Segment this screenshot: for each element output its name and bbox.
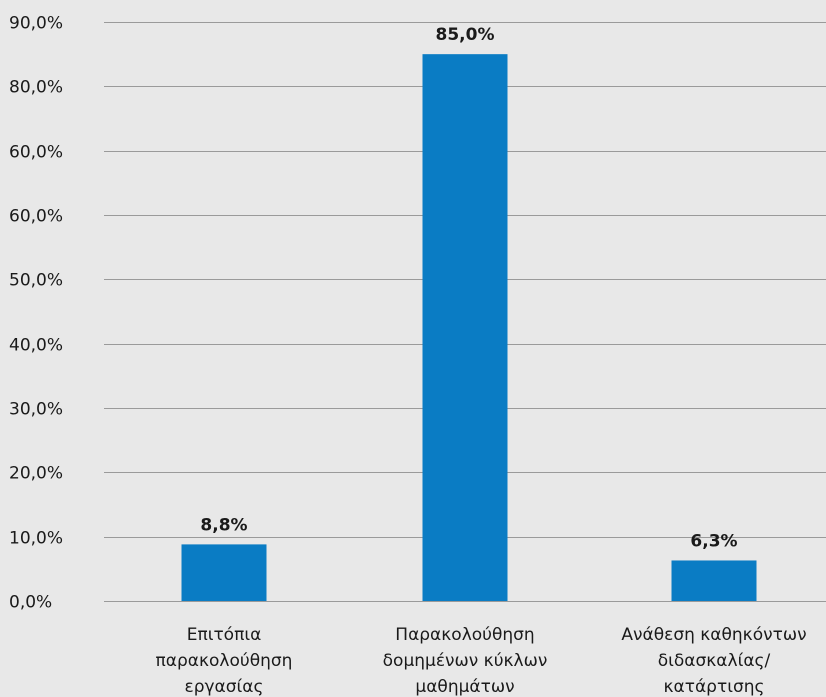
category-label: Επιτόπια <box>187 625 262 645</box>
y-tick-label: 0,0% <box>9 593 52 613</box>
y-tick-label: 90,0% <box>9 14 63 34</box>
y-axis-tick-labels: 0,0% 10,0% 20,0% 30,0% 40,0% 50,0% 60,0% 60,0% 8… <box>9 14 63 613</box>
category-label: εργασίας <box>185 677 264 697</box>
bar <box>671 560 757 601</box>
bar <box>422 54 508 601</box>
data-labels: 8,8% 85,0% 6,3% <box>200 25 737 551</box>
category-label: κατάρτισης <box>664 677 765 697</box>
y-tick-label: 20,0% <box>9 464 63 484</box>
y-tick-label: 80,0% <box>9 78 63 98</box>
category-label: δομημένων κύκλων <box>383 651 548 671</box>
y-tick-label: 50,0% <box>9 271 63 291</box>
category-label: διδασκαλίας/ <box>658 651 771 671</box>
category-label: Ανάθεση καθηκόντων <box>621 625 806 645</box>
category-labels: Επιτόπια παρακολούθηση εργασίας Παρακολούθη… <box>156 625 807 697</box>
category-label: Παρακολούθηση <box>395 625 534 645</box>
category-label: παρακολούθηση <box>156 651 293 671</box>
y-tick-label: 60,0% <box>9 143 63 163</box>
category-label: μαθημάτων <box>415 677 514 697</box>
data-label: 6,3% <box>690 531 737 551</box>
y-tick-label: 10,0% <box>9 529 63 549</box>
y-tick-label: 60,0% <box>9 207 63 227</box>
bar <box>181 544 267 601</box>
y-tick-label: 40,0% <box>9 336 63 356</box>
bars <box>181 54 757 601</box>
data-label: 85,0% <box>436 25 495 45</box>
data-label: 8,8% <box>200 515 247 535</box>
y-tick-label: 30,0% <box>9 400 63 420</box>
